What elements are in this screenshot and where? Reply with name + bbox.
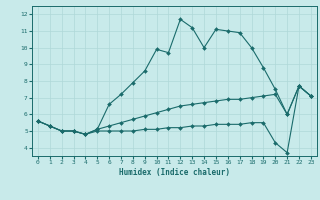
- X-axis label: Humidex (Indice chaleur): Humidex (Indice chaleur): [119, 168, 230, 177]
